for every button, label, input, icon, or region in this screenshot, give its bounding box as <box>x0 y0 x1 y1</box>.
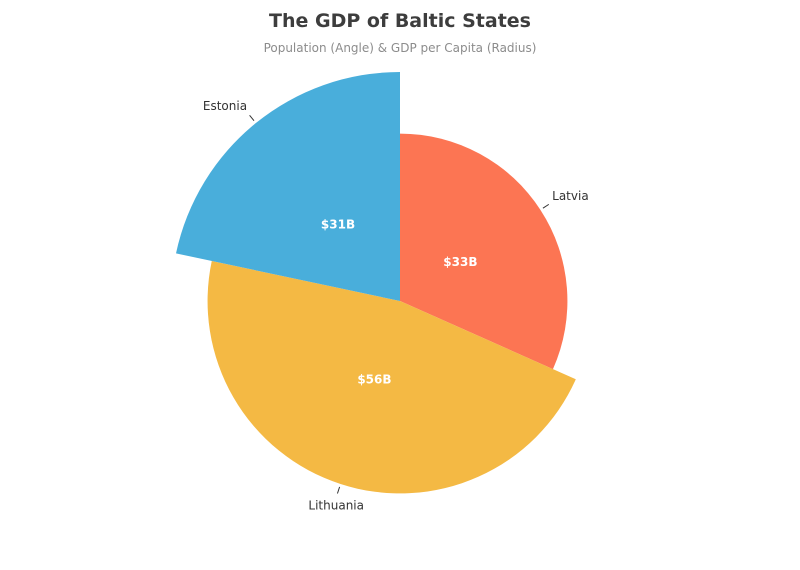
pie-slice-estonia[interactable] <box>176 71 400 302</box>
pie-slice-latvia[interactable] <box>400 133 568 370</box>
slice-category-label-latvia: Latvia <box>552 189 589 203</box>
connector-line-latvia <box>542 203 550 209</box>
chart-subtitle: Population (Angle) & GDP per Capita (Rad… <box>263 41 537 55</box>
slice-value-label-lithuania: $56B <box>357 373 391 387</box>
slice-category-label-lithuania: Lithuania <box>308 498 364 512</box>
connector-line-estonia <box>249 114 255 122</box>
chart-title: The GDP of Baltic States <box>269 10 531 32</box>
slice-value-label-estonia: $31B <box>321 217 355 231</box>
slice-category-label-estonia: Estonia <box>203 99 247 113</box>
connector-line-lithuania <box>336 486 341 494</box>
pie-slice-lithuania[interactable] <box>207 260 576 494</box>
slice-value-label-latvia: $33B <box>443 255 477 269</box>
